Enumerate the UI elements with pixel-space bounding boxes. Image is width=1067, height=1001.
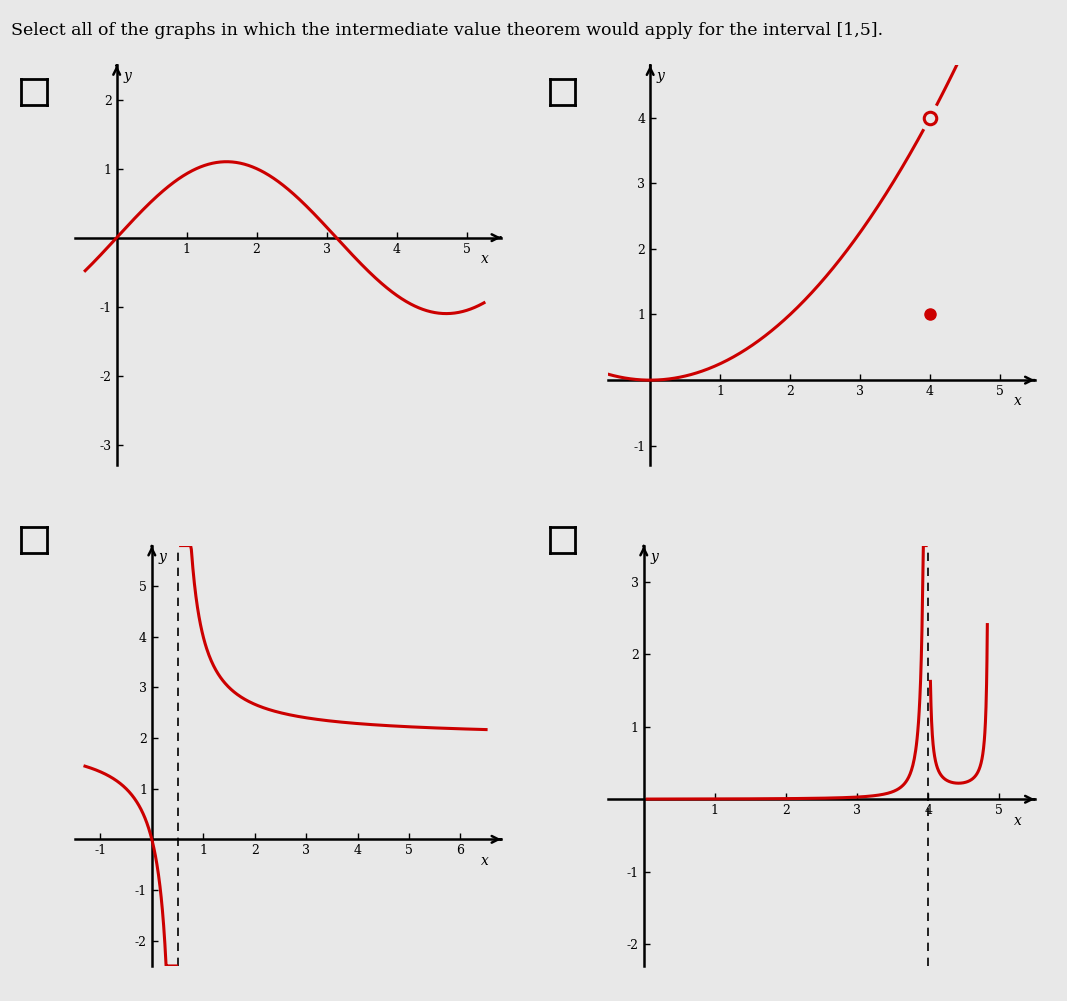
Text: x: x [481,854,489,868]
Text: Select all of the graphs in which the intermediate value theorem would apply for: Select all of the graphs in which the in… [11,22,882,39]
Text: x: x [1015,394,1022,408]
Text: x: x [1015,814,1022,828]
Text: y: y [656,69,665,83]
Text: x: x [481,251,489,265]
Text: y: y [158,550,166,564]
Text: y: y [123,69,131,83]
Text: y: y [650,550,658,564]
